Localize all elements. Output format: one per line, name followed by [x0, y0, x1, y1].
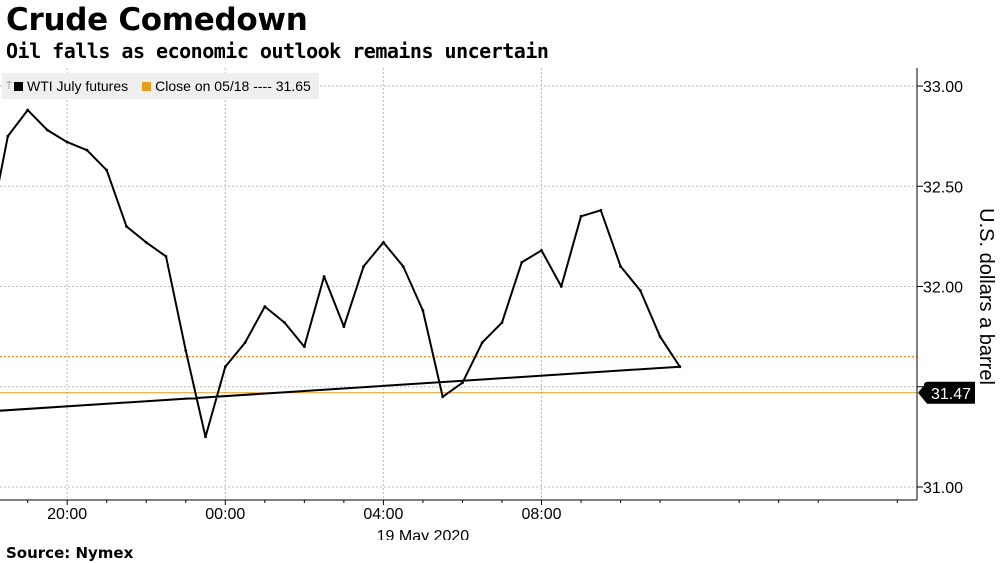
series-point [85, 148, 89, 152]
series-point [382, 240, 385, 244]
legend: ⍑ WTI July futures Close on 05/18 ---- 3… [2, 73, 319, 99]
series-point [540, 249, 543, 252]
series-point [223, 365, 227, 369]
x-date-label: 19 May 2020 [377, 528, 470, 540]
series-point [500, 321, 504, 324]
series-point [619, 265, 622, 268]
series-point [204, 435, 207, 439]
series-point [125, 224, 128, 228]
chart: 31.0031.5032.0032.5033.0020:0000:0004:00… [0, 68, 997, 540]
series-point [599, 208, 603, 212]
legend-swatch-close [142, 81, 152, 91]
legend-swatch-series [14, 81, 23, 91]
series-wti-july-futures [0, 109, 681, 438]
x-tick-label: 08:00 [521, 506, 561, 523]
axes [0, 68, 923, 505]
series-point [302, 345, 306, 349]
chart-title: Crude Comedown [6, 2, 308, 38]
labels: 31.0031.5032.0032.5033.0020:0000:0004:00… [47, 79, 997, 540]
chart-subtitle: Oil falls as economic outlook remains un… [6, 39, 549, 63]
series-point [480, 341, 484, 345]
series-point [283, 321, 286, 324]
legend-label-close: Close on 05/18 ---- 31.65 [155, 78, 311, 94]
legend-item-close: Close on 05/18 ---- 31.65 [142, 78, 311, 94]
x-tick-label: 20:00 [47, 506, 87, 523]
y-tick-label: 33.00 [923, 79, 963, 96]
last-value-label: 31.47 [931, 386, 971, 403]
reference-line [0, 356, 917, 394]
series-point [164, 255, 168, 258]
series-point [401, 265, 405, 268]
series-point [144, 240, 148, 244]
x-tick-label: 04:00 [363, 506, 403, 523]
grid [0, 68, 917, 500]
series-point [6, 134, 10, 138]
legend-label-series: WTI July futures [27, 78, 129, 94]
last-value-badge [918, 381, 975, 404]
pin-icon: ⍑ [6, 80, 12, 92]
series-point [46, 128, 49, 132]
legend-item-series: ⍑ WTI July futures [6, 78, 128, 94]
series-point [421, 309, 425, 312]
series-point [362, 265, 366, 268]
series-point [65, 140, 69, 144]
series-point [579, 214, 583, 218]
series-point [658, 335, 662, 339]
y-axis-title: U.S. dollars a barrel [975, 208, 997, 385]
series-point [461, 381, 464, 385]
series-point [26, 108, 30, 112]
y-tick-label: 32.00 [923, 280, 963, 297]
series-point [520, 261, 524, 264]
series-point [184, 349, 188, 353]
series-point [678, 365, 682, 369]
series-point [342, 325, 346, 328]
y-tick-label: 31.00 [923, 480, 963, 497]
series-line [0, 108, 682, 439]
series-point [105, 168, 109, 172]
series-point [441, 395, 445, 399]
source-note: Source: Nymex [6, 544, 134, 562]
y-tick-label: 32.50 [923, 179, 963, 196]
series-point [243, 341, 247, 345]
series-point [559, 285, 563, 288]
series-point [322, 275, 326, 278]
x-tick-label: 00:00 [205, 506, 245, 523]
series-point [638, 289, 642, 292]
series-point [263, 305, 267, 308]
